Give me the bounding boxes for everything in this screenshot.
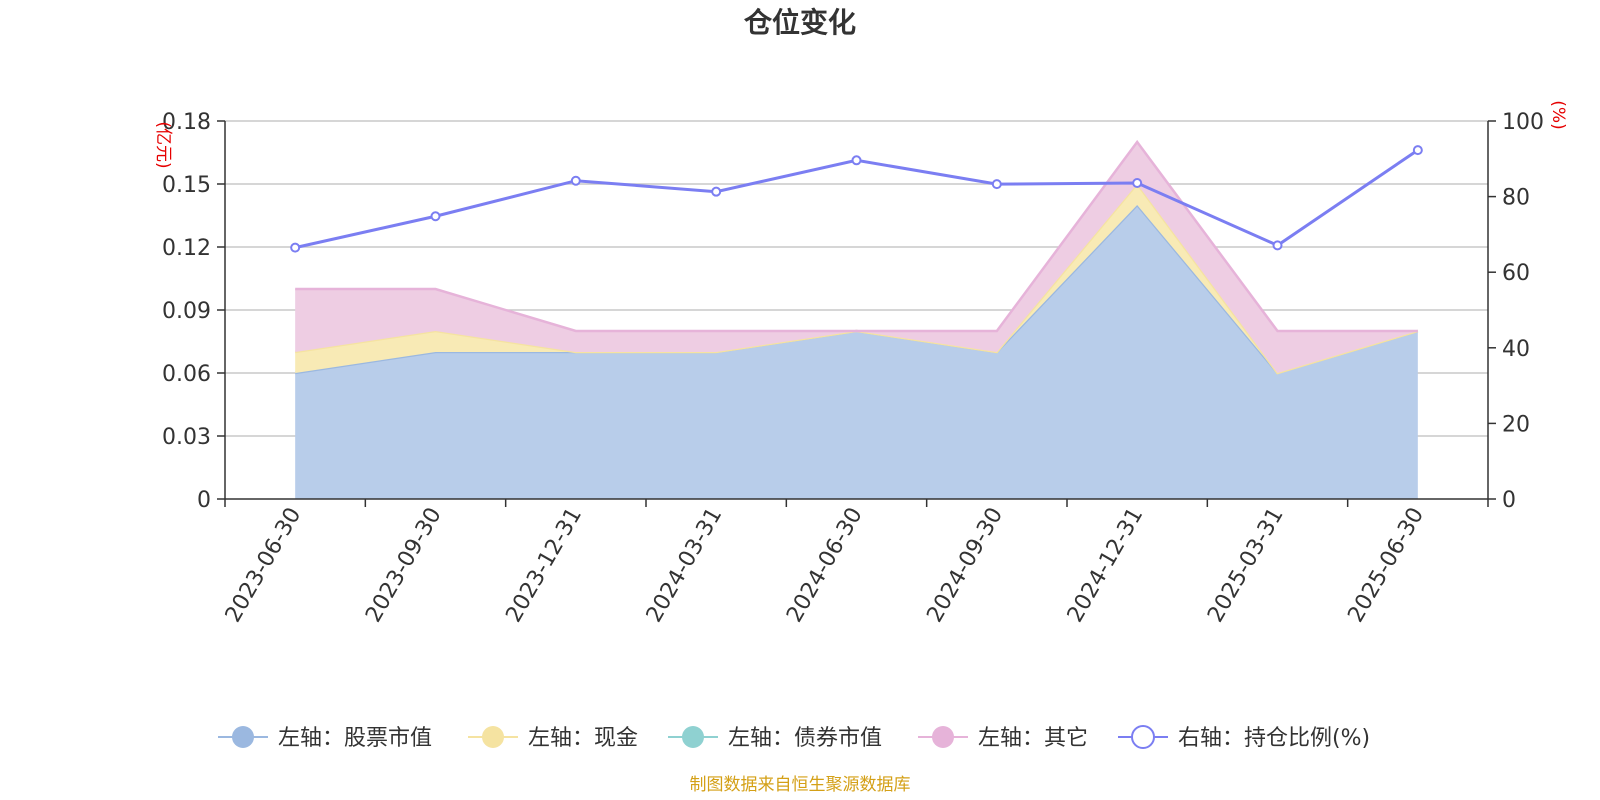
x-tick-label: 2025-03-31 (1203, 504, 1289, 627)
x-tick-label: 2024-09-30 (922, 504, 1008, 627)
left-tick-label: 0.15 (162, 173, 211, 198)
legend-marker-icon (1131, 725, 1155, 749)
left-tick-label: 0 (197, 488, 211, 513)
ratio-point (570, 175, 581, 186)
left-tick-label: 0.18 (162, 110, 211, 135)
legend: 左轴：股票市值 左轴：现金 左轴：债券市值 左轴：其它 右轴：持仓比例(%) (218, 725, 1370, 751)
right-tick-label: 20 (1502, 412, 1530, 437)
legend-label: 左轴：股票市值 (278, 726, 432, 751)
legend-item: 左轴：债券市值 (668, 726, 882, 751)
legend-item: 右轴：持仓比例(%) (1118, 725, 1370, 751)
legend-marker-icon (682, 726, 704, 748)
stacked-areas (294, 139, 1419, 499)
legend-label: 左轴：债券市值 (728, 726, 882, 751)
legend-marker-icon (232, 726, 254, 748)
x-tick-label: 2023-06-30 (221, 504, 307, 627)
x-tick-label: 2024-12-31 (1063, 504, 1149, 627)
left-tick-label: 0.06 (162, 362, 211, 387)
legend-item: 左轴：现金 (468, 726, 638, 751)
source-note: 制图数据来自恒生聚源数据库 (690, 775, 911, 795)
legend-marker-icon (482, 726, 504, 748)
right-tick-label: 60 (1502, 261, 1530, 286)
legend-item: 左轴：其它 (918, 726, 1088, 751)
ratio-point (290, 242, 301, 253)
left-axis-unit: (亿元) (153, 121, 173, 168)
ratio-point (1272, 240, 1283, 251)
right-axis-unit: (%) (1548, 100, 1568, 129)
x-tick-label: 2024-06-30 (782, 504, 868, 627)
ratio-point (991, 179, 1002, 190)
area-左轴：现金 (295, 184, 1418, 373)
x-tick-label: 2023-09-30 (361, 504, 447, 627)
left-tick-label: 0.09 (162, 299, 211, 324)
chart-title: 仓位变化 (744, 6, 856, 39)
area-edge-左轴：其它 (295, 139, 1418, 333)
area-左轴：其它 (295, 142, 1418, 373)
ratio-point (711, 186, 722, 197)
right-tick-label: 100 (1502, 110, 1544, 135)
ratio-point (1412, 145, 1423, 156)
area-左轴：股票市值 (295, 205, 1418, 499)
right-tick-label: 40 (1502, 337, 1530, 362)
x-tick-label: 2023-12-31 (501, 504, 587, 627)
legend-marker-icon (932, 726, 954, 748)
ratio-point (430, 211, 441, 222)
left-tick-label: 0.12 (162, 236, 211, 261)
legend-label: 右轴：持仓比例(%) (1178, 726, 1370, 751)
right-tick-label: 0 (1502, 488, 1516, 513)
legend-label: 左轴：其它 (978, 726, 1088, 751)
x-tick-label: 2025-06-30 (1343, 504, 1429, 627)
legend-label: 左轴：现金 (528, 726, 638, 751)
right-tick-label: 80 (1502, 186, 1530, 211)
ratio-line (290, 145, 1423, 253)
legend-item: 左轴：股票市值 (218, 726, 432, 751)
left-tick-label: 0.03 (162, 425, 211, 450)
ratio-point (851, 155, 862, 166)
x-tick-label: 2024-03-31 (642, 504, 728, 627)
ratio-point (1132, 177, 1143, 188)
